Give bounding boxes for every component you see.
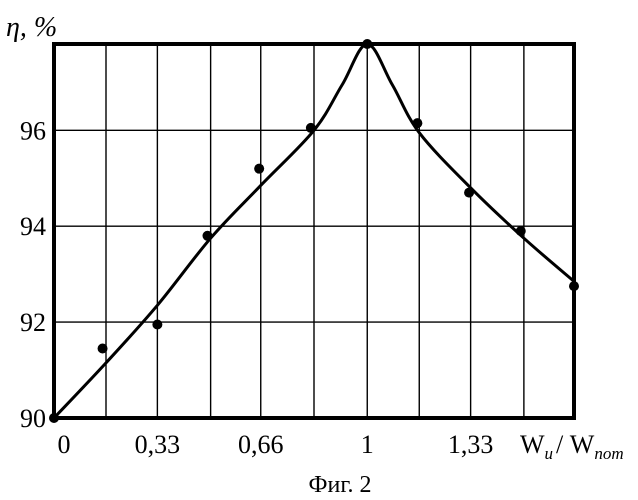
y-axis-label: η, % <box>6 12 57 43</box>
data-point <box>306 123 316 133</box>
x-axis-label: Wи/ Wпот <box>520 430 624 463</box>
x-tick-label: 0,33 <box>135 430 181 459</box>
data-point <box>98 343 108 353</box>
data-point <box>464 188 474 198</box>
data-point <box>49 413 59 423</box>
x-tick-labels: 0 0,33 0,66 1 1,33 <box>58 430 494 459</box>
x-axis-label-sub1: и <box>545 444 554 463</box>
data-point <box>569 281 579 291</box>
data-point <box>202 231 212 241</box>
x-tick-label: 1 <box>361 430 374 459</box>
y-tick-label: 92 <box>20 308 46 337</box>
figure-caption: Фиг. 2 <box>309 472 372 498</box>
x-tick-label: 0,66 <box>238 430 284 459</box>
x-tick-label: 1,33 <box>448 430 494 459</box>
x-axis-label-main: W <box>520 430 545 459</box>
data-point <box>412 118 422 128</box>
x-tick-label: 0 <box>58 430 71 459</box>
data-point <box>254 164 264 174</box>
data-point <box>362 39 372 49</box>
data-point <box>152 320 162 330</box>
x-axis-label-sub2: пот <box>594 444 623 463</box>
y-tick-label: 94 <box>20 212 46 241</box>
x-axis-label-sep: / W <box>556 430 595 459</box>
y-tick-labels: 90 92 94 96 <box>20 116 46 433</box>
data-point <box>516 226 526 236</box>
grid <box>54 44 574 418</box>
y-tick-label: 96 <box>20 116 46 145</box>
y-tick-label: 90 <box>20 404 46 433</box>
